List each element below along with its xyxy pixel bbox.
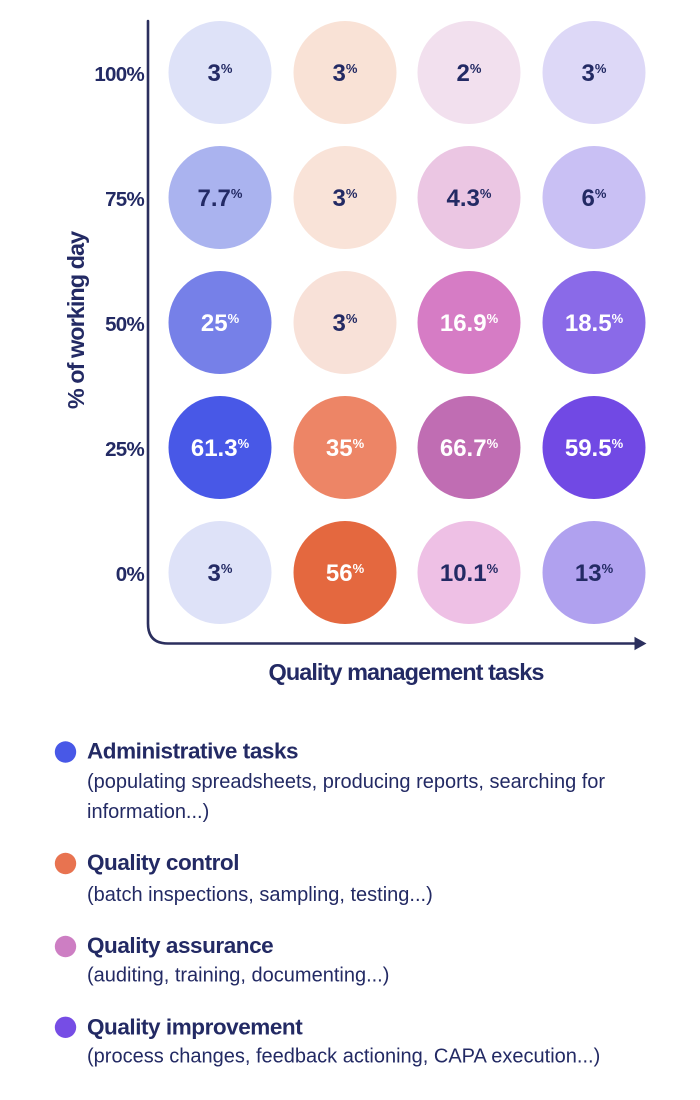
- svg-text:56%: 56%: [326, 560, 365, 587]
- svg-text:% of working day: % of working day: [63, 231, 89, 409]
- svg-text:information...): information...): [87, 801, 209, 823]
- svg-text:50%: 50%: [105, 313, 144, 336]
- svg-text:3%: 3%: [208, 60, 233, 87]
- svg-text:100%: 100%: [94, 63, 144, 86]
- svg-text:Administrative tasks: Administrative tasks: [87, 739, 298, 764]
- svg-text:3%: 3%: [582, 60, 607, 87]
- svg-text:Quality assurance: Quality assurance: [87, 933, 273, 958]
- svg-text:(batch inspections, sampling,: (batch inspections, sampling, testing...…: [87, 884, 433, 906]
- svg-text:Quality improvement: Quality improvement: [87, 1015, 303, 1040]
- svg-text:Quality management tasks: Quality management tasks: [269, 659, 545, 685]
- svg-text:25%: 25%: [201, 310, 240, 337]
- svg-text:(process changes, feedback act: (process changes, feedback actioning, CA…: [87, 1046, 600, 1068]
- svg-text:(auditing, training, documenti: (auditing, training, documenting...): [87, 965, 389, 987]
- svg-text:(populating spreadsheets, prod: (populating spreadsheets, producing repo…: [87, 771, 605, 793]
- svg-text:Quality control: Quality control: [87, 850, 239, 875]
- svg-text:75%: 75%: [105, 188, 144, 211]
- svg-text:0%: 0%: [116, 563, 145, 586]
- svg-text:25%: 25%: [105, 438, 144, 461]
